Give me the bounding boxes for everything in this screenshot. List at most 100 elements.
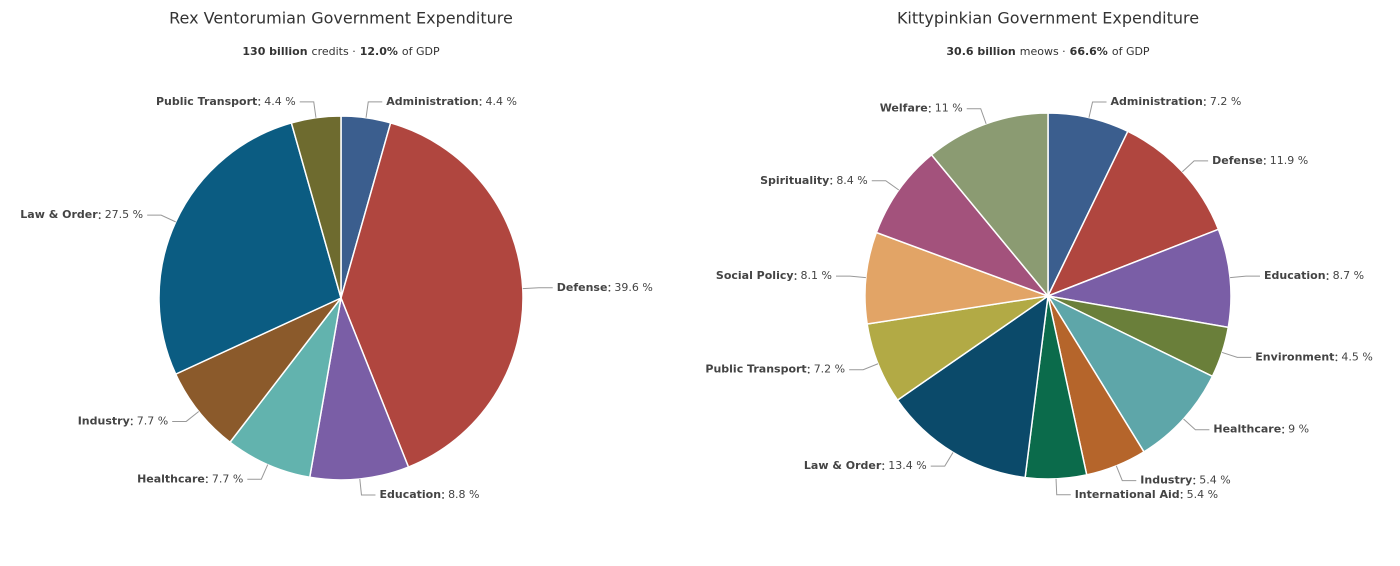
connector	[1115, 465, 1137, 482]
connector	[1088, 101, 1107, 118]
label-name: Industry	[78, 414, 130, 427]
label-name: Industry	[1140, 474, 1192, 487]
data-label: Administration 7.2 %	[1111, 95, 1242, 108]
connector	[1221, 351, 1252, 358]
pie-slice	[340, 121, 524, 469]
data-label: Law & Order 27.5 %	[20, 208, 143, 221]
pie-slice	[875, 153, 1051, 298]
label-value: 5.4 %	[1199, 474, 1230, 487]
chart-title: Kittypinkian Government Expenditure	[897, 9, 1199, 28]
connector	[1183, 418, 1210, 431]
colon-dot	[1263, 158, 1266, 160]
data-label: Public Transport 7.2 %	[705, 363, 845, 376]
colon-dot	[479, 98, 482, 101]
data-label: Public Transport 4.4 %	[156, 95, 296, 108]
label-name: Public Transport	[705, 363, 806, 376]
pie-slice	[290, 115, 342, 299]
connector	[147, 214, 176, 223]
subtitle-part: credits ·	[312, 45, 356, 58]
label-value: 11.9 %	[1270, 154, 1308, 167]
subtitle-part: of GDP	[1112, 45, 1150, 58]
label-value: 13.4 %	[888, 459, 926, 472]
colon-dot	[479, 103, 482, 106]
connector	[365, 101, 383, 118]
label-name: Administration	[1111, 95, 1203, 108]
colon-dot	[1282, 431, 1285, 434]
colon-dot	[98, 212, 101, 215]
data-label: Defense 11.9 %	[1212, 154, 1308, 167]
subtitle-part: 130 billion	[242, 45, 307, 58]
colon-dot	[130, 423, 133, 426]
connector	[849, 363, 879, 371]
colon-dot	[794, 278, 797, 280]
colon-dot	[830, 177, 833, 180]
connector	[299, 101, 317, 118]
connector	[247, 464, 269, 480]
colon-dot	[608, 289, 611, 292]
label-value: 5.4 %	[1187, 488, 1218, 501]
connector	[930, 452, 954, 467]
label-value: 8.8 %	[448, 488, 479, 501]
label-name: Education	[379, 488, 441, 501]
colon-dot	[794, 273, 797, 275]
data-label: Environment 4.5 %	[1255, 350, 1373, 363]
colon-dot	[205, 481, 208, 484]
subtitle-part: 66.6%	[1070, 45, 1108, 58]
connector	[1182, 160, 1209, 173]
connector	[359, 478, 376, 496]
colon-dot	[1203, 99, 1206, 101]
label-value: 4.5 %	[1341, 350, 1372, 363]
connector	[1230, 275, 1260, 279]
label-name: Defense	[1212, 154, 1263, 167]
label-name: Law & Order	[804, 459, 882, 472]
label-name: Social Policy	[716, 269, 794, 282]
connector	[966, 108, 987, 124]
connector	[836, 275, 866, 279]
colon-dot	[1335, 354, 1338, 357]
colon-dot	[98, 217, 101, 220]
label-value: 7.2 %	[1210, 95, 1241, 108]
pie-slice	[1046, 130, 1220, 298]
data-label: Defense 39.6 %	[557, 281, 653, 294]
chart-title: Rex Ventorumian Government Expenditure	[169, 9, 513, 28]
colon-dot	[1335, 359, 1338, 362]
data-label: Education 8.7 %	[1264, 269, 1364, 282]
label-name: Education	[1264, 269, 1326, 282]
colon-dot	[258, 103, 261, 106]
colon-dot	[258, 98, 261, 101]
colon-dot	[608, 284, 611, 287]
label-value: 7.7 %	[137, 414, 168, 427]
data-label: Healthcare 7.7 %	[137, 472, 243, 485]
label-value: 4.4 %	[486, 95, 517, 108]
colon-dot	[928, 105, 931, 108]
data-label: Education 8.8 %	[379, 488, 479, 501]
label-name: Environment	[1255, 350, 1334, 363]
colon-dot	[1326, 278, 1329, 280]
colon-dot	[442, 492, 444, 494]
colon-dot	[1193, 477, 1196, 480]
colon-dot	[205, 476, 208, 479]
colon-dot	[1282, 426, 1285, 429]
label-name: Law & Order	[20, 208, 98, 221]
label-value: 27.5 %	[105, 208, 143, 221]
colon-dot	[1203, 104, 1206, 106]
label-value: 4.4 %	[264, 95, 295, 108]
label-name: Welfare	[880, 102, 928, 115]
data-label: Spirituality 8.4 %	[760, 174, 868, 187]
colon-dot	[1263, 163, 1266, 165]
data-label: International Aid 5.4 %	[1075, 488, 1218, 501]
colon-dot	[807, 371, 810, 374]
colon-dot	[807, 366, 810, 369]
connector	[522, 287, 553, 290]
label-value: 39.6 %	[614, 281, 652, 294]
pie-slice	[308, 295, 410, 481]
colon-dot	[1326, 273, 1329, 275]
label-name: Spirituality	[760, 174, 829, 187]
pie-slice	[1045, 228, 1232, 329]
data-label: Healthcare 9 %	[1213, 423, 1309, 436]
chart-subtitle: 30.6 billion meows · 66.6% of GDP	[946, 45, 1150, 58]
label-name: Healthcare	[1213, 423, 1281, 436]
data-label: Industry 7.7 %	[78, 414, 168, 427]
data-label: Welfare 11 %	[880, 102, 963, 115]
